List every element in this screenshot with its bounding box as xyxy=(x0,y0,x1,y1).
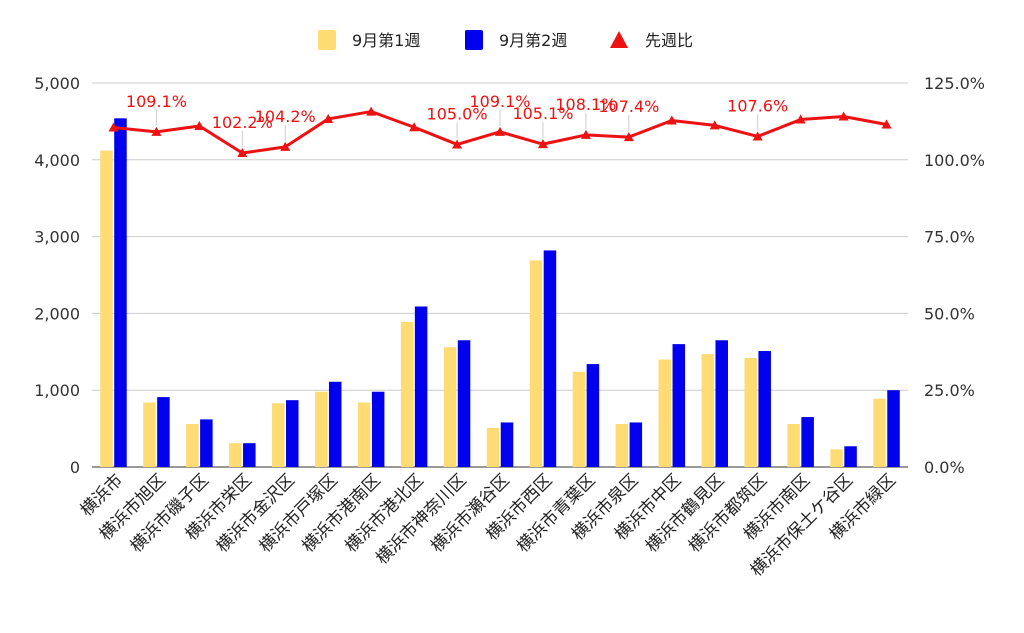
bar-week2 xyxy=(414,306,428,467)
data-label: 102.2% xyxy=(212,113,273,132)
x-axis: 横浜市横浜市旭区横浜市磯子区横浜市栄区横浜市金沢区横浜市戸塚区横浜市港南区横浜市… xyxy=(77,470,900,580)
data-label: 108.1% xyxy=(555,95,616,114)
bar-week2 xyxy=(887,390,900,467)
gridlines xyxy=(92,82,908,468)
bar-week2 xyxy=(200,419,213,467)
ratio-point-marker xyxy=(323,113,334,123)
right-tick-label: 75.0% xyxy=(924,228,975,247)
ratio-point-marker xyxy=(108,122,119,132)
bar-week1 xyxy=(787,423,800,467)
bar-week1 xyxy=(314,391,328,467)
bar-week1 xyxy=(443,347,457,467)
ratio-point-marker xyxy=(709,120,720,130)
ratio-point-marker xyxy=(666,115,677,125)
bar-week2 xyxy=(758,351,771,467)
bar-week1 xyxy=(486,427,500,467)
bar-week2 xyxy=(286,400,299,467)
right-tick-label: 50.0% xyxy=(924,304,975,323)
bars xyxy=(100,118,900,468)
right-tick-label: 25.0% xyxy=(924,381,975,400)
bar-week2 xyxy=(157,397,170,467)
bar-week2 xyxy=(672,344,686,467)
bar-week2 xyxy=(371,391,385,467)
bar-week1 xyxy=(572,371,586,467)
data-label: 105.1% xyxy=(512,104,573,123)
data-label: 107.4% xyxy=(598,97,659,116)
bar-week2 xyxy=(328,381,342,467)
bar-week2 xyxy=(844,446,857,467)
left-tick-label: 2,000 xyxy=(34,304,80,323)
legend-label-week2: 9月第2週 xyxy=(499,31,567,50)
ratio-point-marker xyxy=(194,121,205,131)
right-tick-label: 0.0% xyxy=(924,458,965,477)
ratio-point-marker xyxy=(366,106,377,116)
bar-week1 xyxy=(744,357,757,467)
ratio-point-marker xyxy=(452,139,463,149)
ratio-point-marker xyxy=(881,119,892,129)
bar-week2 xyxy=(500,422,514,467)
bar-week1 xyxy=(658,359,672,467)
bar-week1 xyxy=(830,449,843,467)
ratio-point-marker xyxy=(237,148,248,158)
bar-week2 xyxy=(114,118,127,467)
left-tick-label: 4,000 xyxy=(34,151,80,170)
bar-week1 xyxy=(229,443,242,467)
bar-week2 xyxy=(586,364,600,467)
bar-week2 xyxy=(801,417,814,467)
ratio-point-marker xyxy=(409,122,420,132)
legend-label-week1: 9月第1週 xyxy=(352,31,420,50)
legend-marker-ratio xyxy=(610,31,628,48)
ratio-point-marker xyxy=(495,126,505,136)
ratio-point-marker xyxy=(795,114,806,124)
bar-week2 xyxy=(243,443,256,467)
data-label: 105.0% xyxy=(427,104,488,123)
bar-week2 xyxy=(543,250,557,467)
left-tick-label: 0 xyxy=(70,458,80,477)
data-labels: 109.1%102.2%104.2% 105.0%109.1%105.1%108.… xyxy=(126,92,788,148)
data-label: 107.6% xyxy=(727,96,788,115)
right-tick-label: 100.0% xyxy=(924,151,985,170)
left-tick-label: 3,000 xyxy=(34,228,80,247)
bar-week1 xyxy=(701,354,714,467)
data-label: 109.1% xyxy=(126,92,187,111)
bar-week1 xyxy=(529,260,543,467)
bar-week1 xyxy=(357,402,371,467)
bar-week1 xyxy=(143,402,156,467)
right-axis: 0.0% 25.0% 50.0% 75.0% 100.0% 125.0% xyxy=(924,74,985,477)
bar-week2 xyxy=(457,340,471,467)
ratio-point-marker xyxy=(537,139,548,149)
ratio-point-marker xyxy=(280,141,291,151)
ratio-point-marker xyxy=(623,132,634,142)
legend: 9月第1週 9月第2週 先週比 xyxy=(318,30,693,50)
legend-swatch-week1 xyxy=(318,30,336,50)
ratio-point-marker xyxy=(752,131,763,141)
ratio-line-layer xyxy=(108,106,892,158)
bar-week1 xyxy=(272,403,285,467)
bar-week1 xyxy=(615,423,629,467)
left-tick-label: 5,000 xyxy=(34,74,80,93)
data-label: 109.1% xyxy=(469,92,530,111)
bar-week2 xyxy=(715,340,728,467)
left-axis: 0 1,000 2,000 3,000 4,000 5,000 xyxy=(34,74,80,477)
right-tick-label: 125.0% xyxy=(924,74,985,93)
ratio-point-marker xyxy=(838,111,849,121)
ratio-point-marker xyxy=(580,129,591,139)
data-label: 104.2% xyxy=(255,107,316,126)
ratio-point-marker xyxy=(151,126,162,136)
bar-week2 xyxy=(629,422,643,467)
bar-week1 xyxy=(400,321,414,467)
bar-week1 xyxy=(100,150,113,468)
legend-swatch-week2 xyxy=(465,30,483,50)
bar-week1 xyxy=(873,398,886,467)
left-tick-label: 1,000 xyxy=(34,381,80,400)
bar-week1 xyxy=(186,423,199,467)
legend-label-ratio: 先週比 xyxy=(645,31,693,50)
